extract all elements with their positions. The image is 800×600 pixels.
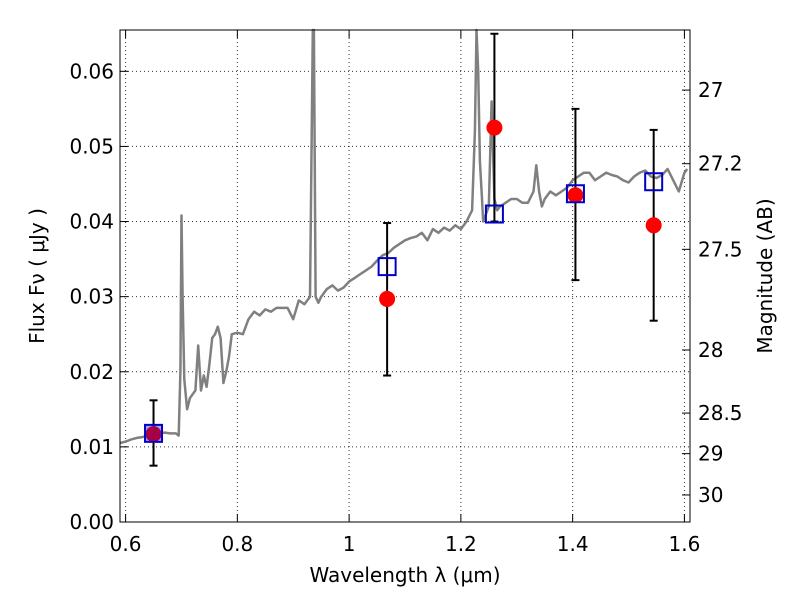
grid-lines [120, 30, 690, 522]
model-point-overlap-tint [145, 424, 163, 442]
observed-point [645, 217, 662, 234]
y-tick-label-left: 0.03 [69, 285, 114, 309]
tick-labels: 0.6 0.8 1 1.2 1.4 1.6 0.00 0.01 0.02 0.03 0.04 0.05… [69, 59, 742, 556]
plot-background [120, 30, 690, 522]
y-tick-label-right: 28 [698, 338, 723, 362]
x-tick-label: 1.2 [445, 532, 477, 556]
x-tick-label: 1.4 [557, 532, 589, 556]
x-tick-label: 1 [343, 532, 356, 556]
y-tick-label-right: 27 [698, 78, 723, 102]
model-point [644, 172, 664, 192]
y-tick-label-right: 27.2 [698, 152, 743, 176]
y-tick-label-left: 0.05 [69, 134, 114, 158]
y-tick-label-left: 0.06 [69, 59, 114, 83]
y-tick-label-right: 30 [698, 483, 723, 507]
model-point [144, 423, 164, 443]
model-point [377, 257, 397, 277]
x-tick-label: 0.8 [221, 532, 253, 556]
x-tick-label: 1.6 [669, 532, 701, 556]
spectrum-series [119, 28, 689, 445]
model-point [565, 184, 585, 204]
x-tick-label: 0.6 [110, 532, 142, 556]
plot-frame [119, 29, 691, 523]
spectrum-line [119, 28, 689, 445]
y-tick-label-left: 0.04 [69, 210, 114, 234]
x-axis-label: Wavelength λ (μm) [309, 563, 500, 587]
y-tick-label-left: 0.00 [69, 510, 114, 534]
observed-point [567, 187, 584, 204]
y-axis-label-right: Magnitude (AB) [753, 198, 777, 353]
y-tick-label-left: 0.02 [69, 360, 114, 384]
axis-ticks [120, 30, 690, 523]
y-tick-label-right: 29 [698, 442, 723, 466]
observed-point [486, 119, 503, 136]
model-point [484, 204, 504, 224]
observed-point [379, 290, 396, 307]
y-tick-label-right: 27.5 [698, 237, 743, 261]
y-tick-label-left: 0.01 [69, 435, 114, 459]
y-axis-label-left: Flux Fν ( μJy ) [25, 208, 49, 344]
model-points [144, 172, 664, 443]
y-tick-label-right: 28.5 [698, 401, 743, 425]
